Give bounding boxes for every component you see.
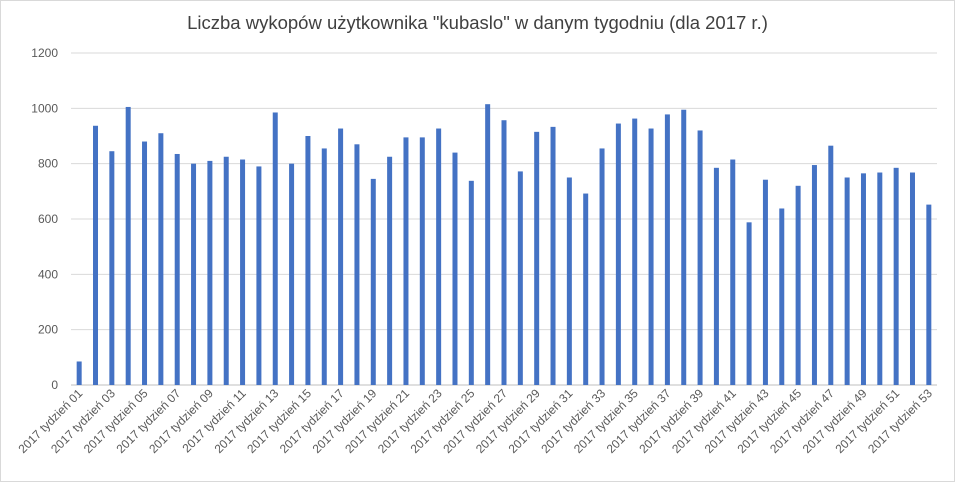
y-tick-label: 600 [38,212,58,226]
y-tick-label: 400 [38,267,58,281]
y-tick-label: 0 [51,378,58,392]
bar [125,106,131,385]
bar [321,148,327,385]
y-tick-label: 800 [38,157,58,171]
bar [909,172,915,385]
bar [370,178,376,385]
bar [681,109,687,385]
bar [223,156,229,385]
bar [534,131,540,385]
bar [452,152,458,385]
bar [844,177,850,385]
bar [387,156,393,385]
bar [795,185,801,385]
bar [811,165,817,385]
bar [93,125,99,385]
bar [468,180,474,385]
y-axis-ticks: 0 200 400 600 800 1000 1200 [31,46,58,392]
bar [583,193,589,385]
bar [403,137,409,385]
bar [76,361,82,385]
bar [419,137,425,385]
bar [501,120,507,385]
bar [256,166,262,385]
bar [599,148,605,385]
bar [354,144,360,385]
bar [109,151,115,385]
bar [566,177,572,385]
bar [779,208,785,385]
bar [893,167,899,385]
bar [713,167,719,385]
bar [615,123,621,386]
bar [158,133,164,385]
bar [289,163,295,385]
bars [76,104,932,386]
bar [648,128,654,385]
y-tick-label: 1000 [31,101,58,115]
bar [762,179,768,385]
bar [517,171,523,385]
bar [436,128,442,385]
bar [550,126,556,386]
bar [926,204,932,385]
bar [338,128,344,385]
bar [828,145,834,385]
bar [877,172,883,385]
bar [240,159,246,385]
bar [697,130,703,385]
chart-title: Liczba wykopów użytkownika "kubaslo" w d… [187,12,768,33]
bar [664,114,670,386]
bar [207,160,213,385]
bar [632,118,638,385]
bar [174,153,180,385]
bar [860,173,866,385]
bar [746,222,752,385]
bar [191,163,197,385]
bar [272,112,278,385]
y-tick-label: 1200 [31,46,58,60]
bar [142,141,148,385]
bar [730,159,736,385]
bar [485,104,491,385]
y-tick-label: 200 [38,323,58,337]
bar [305,136,311,385]
